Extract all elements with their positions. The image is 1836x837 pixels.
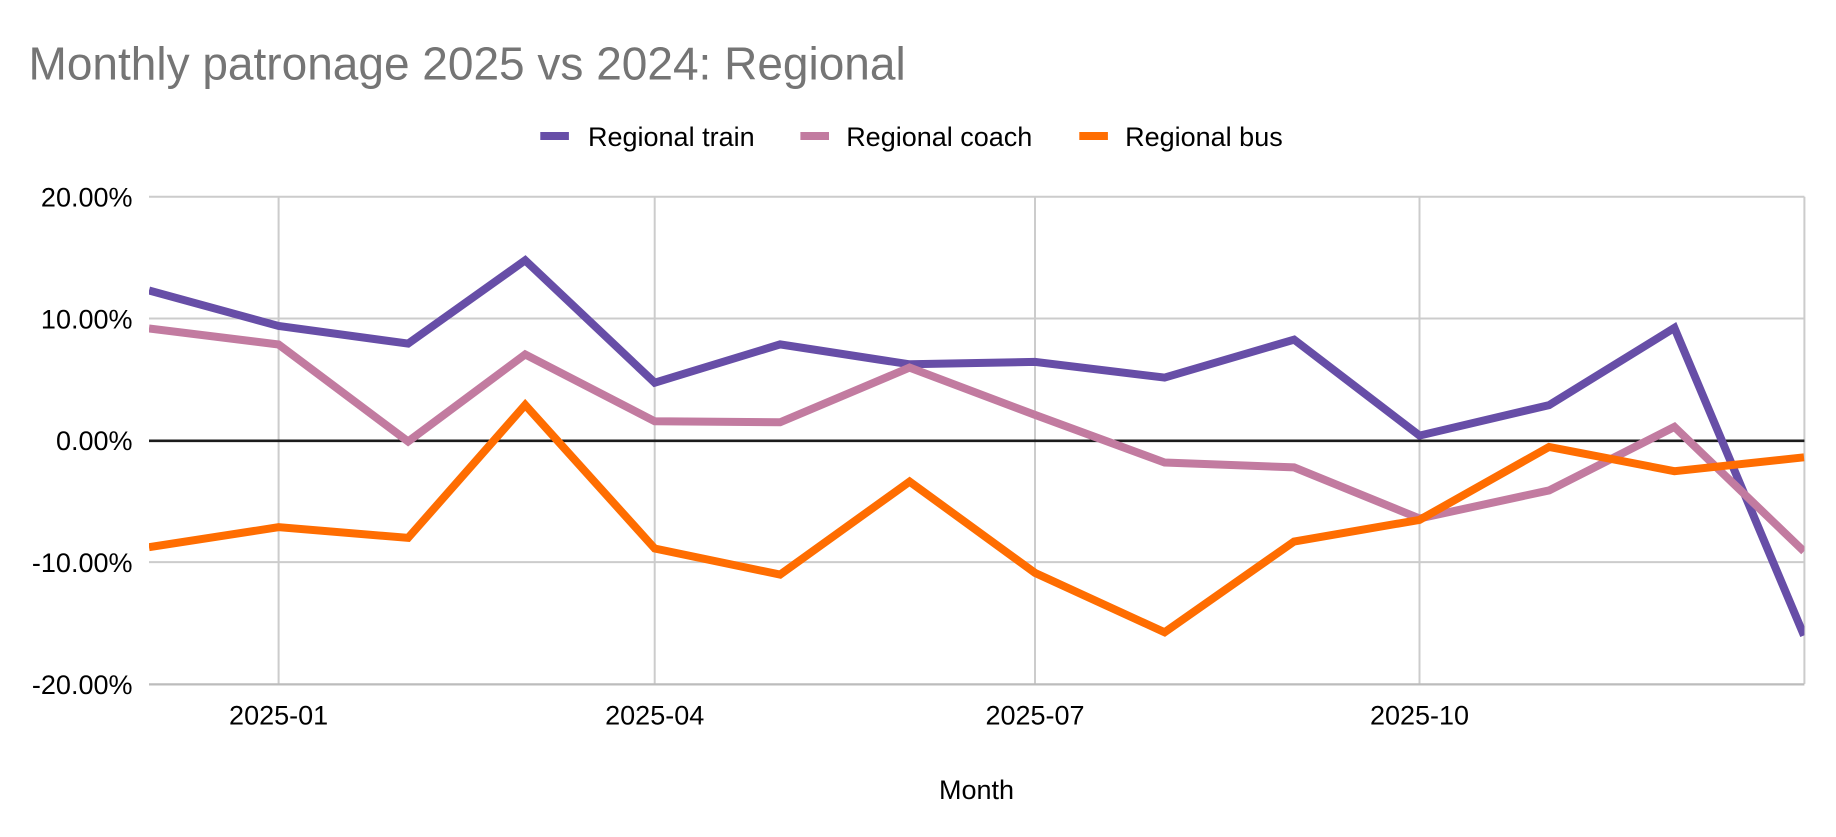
svg-text:0.00%: 0.00% [56,426,133,456]
svg-text:2025-01: 2025-01 [229,700,328,730]
svg-text:-20.00%: -20.00% [32,670,133,700]
svg-text:-10.00%: -10.00% [32,548,133,578]
svg-text:Regional bus: Regional bus [1125,122,1283,152]
svg-text:10.00%: 10.00% [41,304,133,334]
svg-text:Month: Month [939,775,1014,805]
svg-text:Regional coach: Regional coach [846,122,1032,152]
svg-text:2025-10: 2025-10 [1370,700,1469,730]
svg-text:20.00%: 20.00% [41,183,133,213]
svg-text:Regional train: Regional train [588,122,755,152]
svg-text:2025-07: 2025-07 [985,700,1084,730]
svg-text:Monthly patronage 2025 vs 2024: Monthly patronage 2025 vs 2024: Regional [29,38,906,90]
svg-text:2025-04: 2025-04 [605,700,704,730]
